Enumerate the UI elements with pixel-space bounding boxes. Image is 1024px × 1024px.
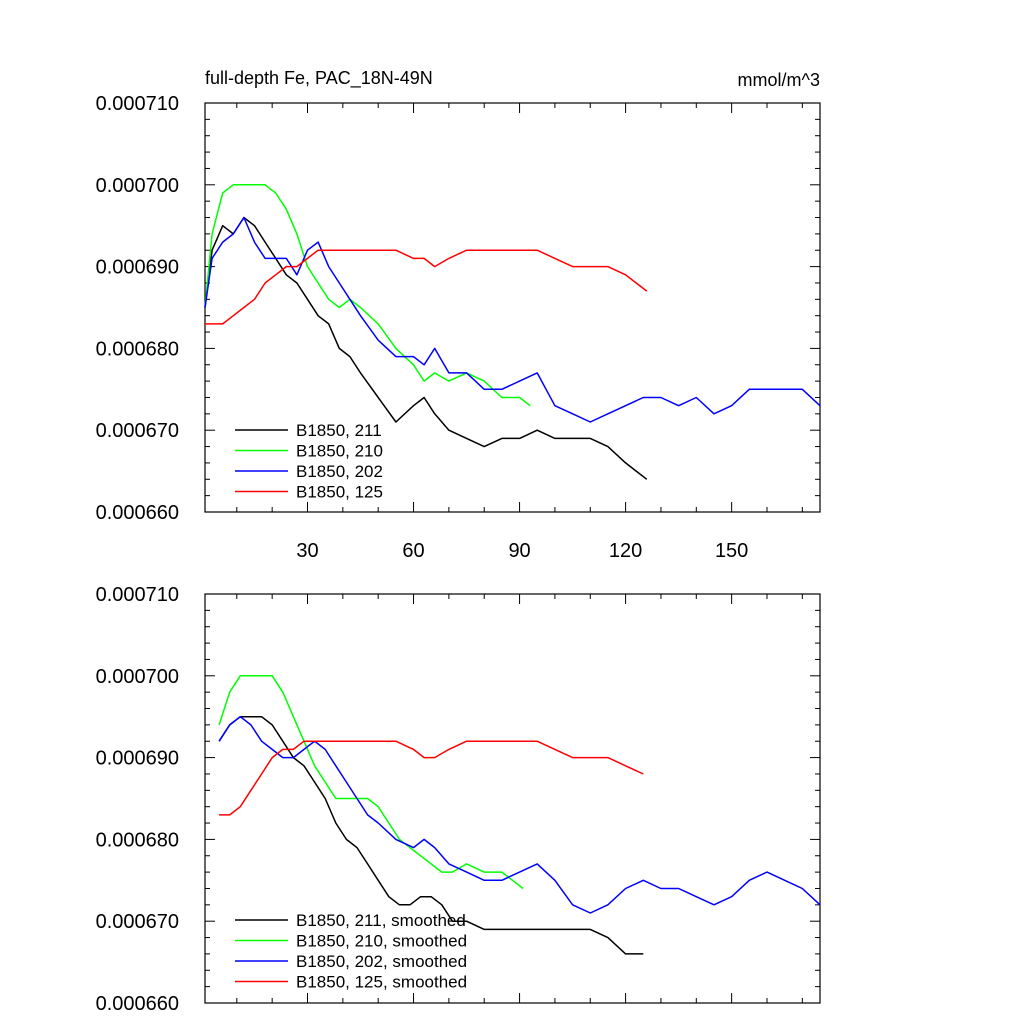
bottom-plot-marks: 0.000660 0.000670 0.000680 0.000690 0.000700… — [96, 584, 821, 1015]
y-tick-label: 0.000710 — [96, 584, 179, 606]
legend-label: B1850, 202, smoothed — [296, 952, 467, 971]
y-tick-label: 0.000670 — [96, 911, 179, 933]
legend-label: B1850, 210 — [296, 442, 383, 461]
y-tick-label: 0.000680 — [96, 338, 179, 360]
legend-label: B1850, 125 — [296, 483, 383, 502]
legend-label: B1850, 211, smoothed — [296, 911, 466, 930]
y-tick-label: 0.000700 — [96, 175, 179, 197]
series-line — [204, 216, 648, 480]
top-plot-marks: 0.000660 0.000670 0.000680 0.000690 0.000700… — [96, 93, 821, 562]
y-tick-label: 0.000670 — [96, 420, 179, 442]
legend-label: B1850, 125, smoothed — [296, 973, 467, 992]
series-line — [218, 715, 821, 914]
y-tick-label: 0.000710 — [96, 93, 179, 115]
bottom-panel: 0.000660 0.000670 0.000680 0.000690 0.000700… — [96, 584, 821, 1015]
y-tick-label: 0.000680 — [96, 829, 179, 851]
y-tick-label: 0.000700 — [96, 666, 179, 688]
y-tick-label: 0.000660 — [96, 502, 179, 524]
y-tick-label: 0.000690 — [96, 257, 179, 279]
series-line — [204, 184, 531, 407]
series-line — [219, 740, 644, 816]
y-tick-label: 0.000690 — [96, 748, 179, 770]
top-panel: full-depth Fe, PAC_18N-49N mmol/m^3 0.00… — [96, 68, 821, 562]
x-tick-label: 60 — [402, 540, 424, 562]
series-line — [205, 249, 648, 325]
chart-title: full-depth Fe, PAC_18N-49N — [205, 68, 433, 89]
x-tick-label: 30 — [296, 540, 318, 562]
legend-label: B1850, 210, smoothed — [296, 932, 467, 951]
x-tick-label: 150 — [715, 540, 748, 562]
y-tick-label: 0.000660 — [96, 993, 179, 1015]
series-line — [204, 216, 821, 423]
series-line — [218, 675, 524, 890]
legend-label: B1850, 202 — [296, 462, 383, 481]
plot-frame — [204, 593, 821, 1004]
x-tick-label: 90 — [508, 540, 530, 562]
series-line — [218, 715, 644, 955]
legend-label: B1850, 211 — [296, 421, 382, 440]
units-label: mmol/m^3 — [738, 70, 820, 90]
x-tick-label: 120 — [609, 540, 642, 562]
